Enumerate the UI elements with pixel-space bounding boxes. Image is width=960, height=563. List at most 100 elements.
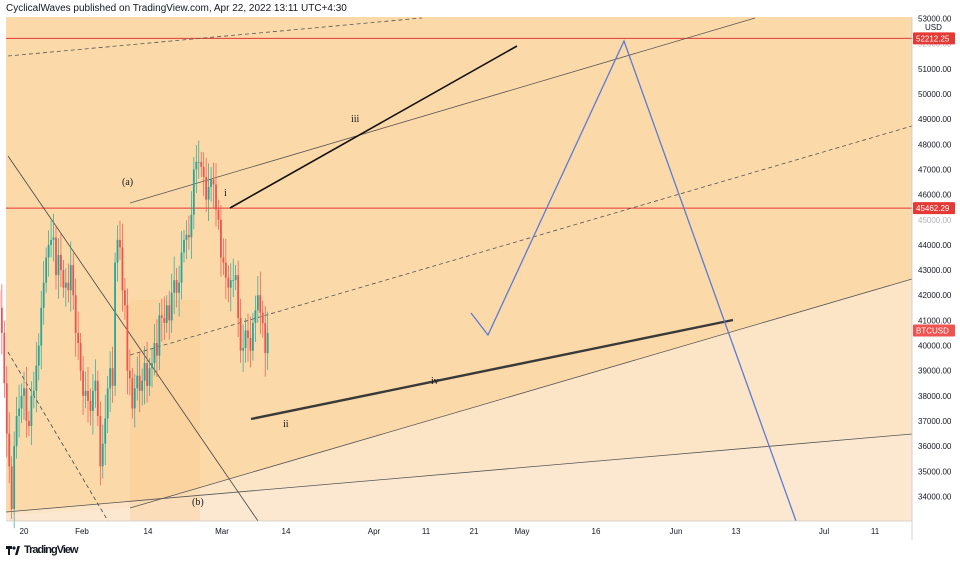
candle-body xyxy=(28,421,30,427)
candle-body xyxy=(69,265,72,291)
candle xyxy=(141,368,144,406)
price-axis-tick: 45000.00 xyxy=(918,216,952,225)
wave-label: i xyxy=(224,188,227,199)
candle xyxy=(256,276,259,323)
candle xyxy=(229,263,232,312)
time-axis-tick: May xyxy=(514,527,529,536)
candle xyxy=(266,311,269,370)
candle xyxy=(67,263,70,303)
candle xyxy=(234,265,237,291)
candle xyxy=(104,394,107,466)
candle xyxy=(133,373,136,428)
time-axis-tick: 13 xyxy=(732,527,741,536)
candle-body xyxy=(200,161,203,167)
price-label: 52212.25 xyxy=(913,32,955,45)
candle xyxy=(190,191,193,259)
candle xyxy=(55,225,57,290)
candle xyxy=(232,258,235,297)
footer: TradingView xyxy=(6,544,79,556)
candle-body xyxy=(101,443,104,467)
candle-body xyxy=(15,415,18,447)
price-axis-tick: 53000.00 xyxy=(918,15,952,24)
candle xyxy=(23,371,25,420)
projection-path xyxy=(470,39,797,522)
footer-brand: TradingView xyxy=(24,544,79,556)
candle xyxy=(227,265,230,303)
candle-body xyxy=(87,390,89,401)
candle xyxy=(249,316,252,368)
candle-body xyxy=(47,244,50,258)
candle-body xyxy=(25,388,28,422)
candle-body xyxy=(131,378,134,409)
candle xyxy=(239,298,242,363)
candle-body xyxy=(247,330,249,339)
candle xyxy=(62,260,65,298)
time-axis-tick: Feb xyxy=(75,527,89,536)
candle-body xyxy=(242,348,244,351)
candle-body xyxy=(195,161,198,170)
candle xyxy=(42,261,45,325)
candle xyxy=(212,162,215,209)
candle-body xyxy=(197,161,200,163)
candle xyxy=(183,229,185,263)
candle-body xyxy=(175,280,178,293)
price-axis-tick: 36000.00 xyxy=(918,442,952,451)
candle xyxy=(170,273,173,333)
candle xyxy=(60,233,62,287)
price-axis-tick: 43000.00 xyxy=(918,266,952,275)
candle xyxy=(158,303,161,371)
candle-body xyxy=(62,270,65,288)
candle-body xyxy=(266,332,269,354)
candle-body xyxy=(141,380,144,391)
price-label: 45462.29 xyxy=(913,202,955,215)
candle xyxy=(79,332,82,381)
price-axis-unit: USD xyxy=(925,23,942,32)
wave-label: (b) xyxy=(192,497,204,508)
candle xyxy=(202,152,205,197)
candle-body xyxy=(259,295,262,313)
price-axis[interactable]: USD53000.0052000.0051000.0050000.0049000… xyxy=(911,15,955,541)
candle-body xyxy=(79,343,82,371)
candle xyxy=(10,456,13,520)
candle xyxy=(151,348,153,388)
candle-body xyxy=(126,305,129,371)
candle xyxy=(57,238,60,299)
candle-body xyxy=(50,239,52,245)
candle xyxy=(94,359,97,408)
lower-channel-line xyxy=(129,278,913,509)
candle-body xyxy=(0,307,3,333)
candle-body xyxy=(128,370,131,379)
time-axis[interactable]: 20 Feb 14 Mar 14 Apr 11 21 May 16 Jun 13 Jul 11 xyxy=(6,520,912,536)
candle xyxy=(237,260,240,337)
price-axis-tick: 49000.00 xyxy=(918,115,952,124)
candle-body xyxy=(222,257,225,263)
candle xyxy=(224,238,227,300)
candle xyxy=(15,396,18,459)
candle-body xyxy=(42,282,45,308)
wave-iii-trend-line xyxy=(229,45,518,209)
candle xyxy=(175,267,178,308)
lower-fan-zone xyxy=(6,434,912,521)
time-axis-tick: 11 xyxy=(871,527,880,536)
publisher-line: CyclicalWaves published on TradingView.c… xyxy=(6,3,347,14)
time-axis-tick: 11 xyxy=(422,527,431,536)
candle xyxy=(217,199,220,230)
candle-body xyxy=(264,322,267,354)
candle xyxy=(165,295,168,333)
candle-body xyxy=(212,179,215,185)
candle xyxy=(18,384,20,438)
candle-body xyxy=(217,209,220,220)
candle-body xyxy=(202,166,205,177)
candle xyxy=(92,373,94,435)
candle xyxy=(259,271,262,335)
candle xyxy=(136,356,139,401)
candle xyxy=(264,306,267,377)
candle-body xyxy=(205,176,208,200)
candle-body xyxy=(124,290,126,306)
candle-body xyxy=(237,275,240,318)
candle-body xyxy=(192,169,195,215)
candle xyxy=(40,290,43,370)
wave-label: iv xyxy=(431,376,439,387)
candle xyxy=(242,324,244,372)
